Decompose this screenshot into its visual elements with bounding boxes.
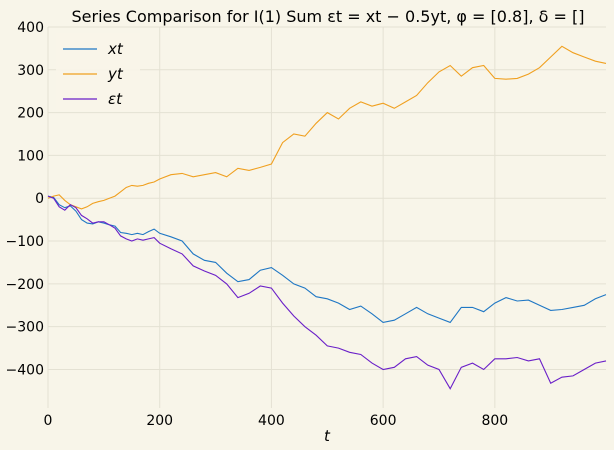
x-tick-label: 400 [258,413,285,429]
x-tick-label: 800 [481,413,508,429]
y-tick-label: −300 [6,320,44,336]
series-line-2 [47,45,607,210]
series-layer [47,45,607,390]
x-tick-label: 0 [44,413,53,429]
y-tick-label: 200 [17,106,44,122]
y-tick-label: −400 [6,362,44,378]
legend: xt yt εt [56,33,140,111]
y-tick-label: 300 [17,63,44,79]
y-tick-label: 0 [35,191,44,207]
chart-title: Series Comparison for I(1) Sum εt = xt −… [72,7,585,26]
x-tick-label: 200 [146,413,173,429]
x-axis-label: t [324,427,331,445]
y-tick-label: −100 [6,234,44,250]
x-tick-label: 600 [370,413,397,429]
series-line-1 [47,195,607,324]
legend-label-1: xt [107,40,124,58]
y-tick-label: −200 [6,277,44,293]
legend-label-2: yt [107,65,124,83]
grid [47,26,606,408]
legend-label-3: εt [108,90,123,108]
legend-box [56,33,140,111]
y-tick-label: 400 [17,20,44,36]
tick-labels: 0 200 400 600 800 −400 −300 −200 −100 0 100 200 300 4… [6,20,509,429]
y-tick-label: 100 [17,148,44,164]
series-line-3 [47,195,607,390]
